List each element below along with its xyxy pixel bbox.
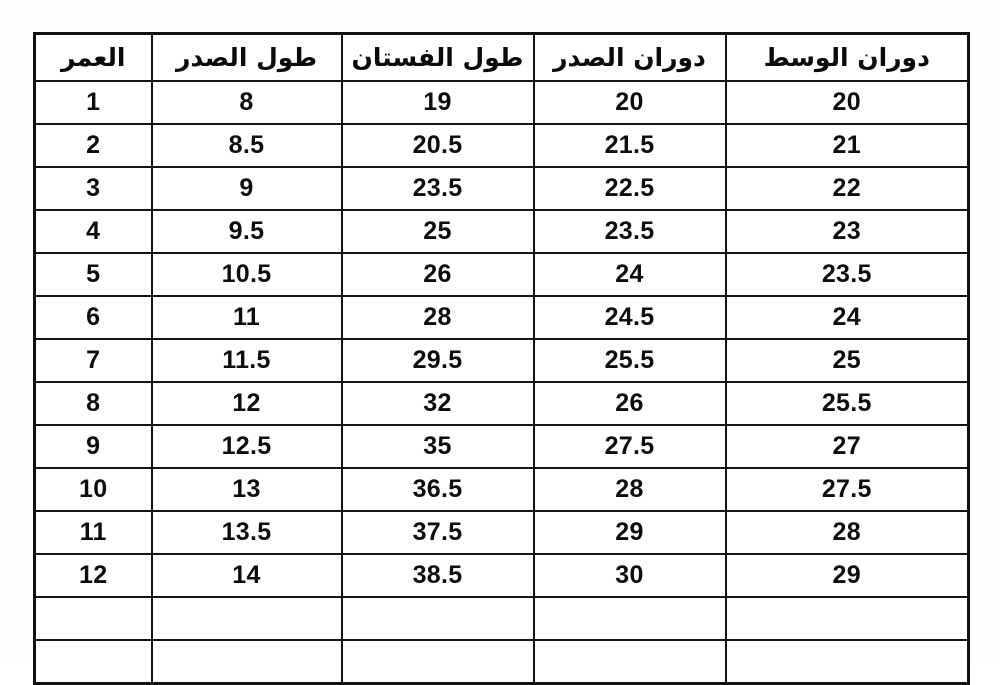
table-row: 23.5 24 26 10.5 5: [33, 252, 970, 297]
cell-waist-circumference: 25: [724, 338, 970, 383]
table-row: 28 29 37.5 13.5 11: [33, 510, 970, 555]
cell-age: 8: [33, 381, 153, 426]
cell-chest-circumference: 21.5: [532, 123, 727, 168]
column-header-chest-circumference: دوران الصدر: [532, 32, 727, 82]
cell-age: 5: [33, 252, 153, 297]
cell-dress-length: 36.5: [340, 467, 535, 512]
cell-chest-length: 11.5: [150, 338, 343, 383]
table-row: 20 20 19 8 1: [33, 80, 970, 125]
table-row-empty: [33, 596, 970, 641]
table-header-row: دوران الوسط دوران الصدر طول الفستان طول …: [33, 32, 970, 82]
cell-age: 11: [33, 510, 153, 555]
cell-chest-circumference: 29: [532, 510, 727, 555]
cell-chest-circumference: 27.5: [532, 424, 727, 469]
table-row: 27 27.5 35 12.5 9: [33, 424, 970, 469]
cell-chest-circumference: 28: [532, 467, 727, 512]
table-body: 20 20 19 8 1 21 21.5 20.5 8.5 2 22 22.5 …: [33, 80, 970, 685]
cell-age-empty: [33, 596, 153, 641]
cell-chest-length: 8.5: [150, 123, 343, 168]
cell-waist-circumference: 22: [724, 166, 970, 211]
table-row: 21 21.5 20.5 8.5 2: [33, 123, 970, 168]
cell-dress-length-empty: [340, 596, 535, 641]
cell-dress-length: 26: [340, 252, 535, 297]
cell-dress-length: 19: [340, 80, 535, 125]
cell-dress-length: 20.5: [340, 123, 535, 168]
column-header-waist-circumference: دوران الوسط: [724, 32, 970, 82]
cell-chest-circumference-empty: [532, 596, 727, 641]
cell-waist-circumference: 23.5: [724, 252, 970, 297]
cell-dress-length: 38.5: [340, 553, 535, 598]
cell-waist-circumference: 29: [724, 553, 970, 598]
table-row: 24 24.5 28 11 6: [33, 295, 970, 340]
cell-waist-circumference: 23: [724, 209, 970, 254]
cell-age: 1: [33, 80, 153, 125]
size-chart-table: دوران الوسط دوران الصدر طول الفستان طول …: [33, 32, 970, 685]
table-row: 25.5 26 32 12 8: [33, 381, 970, 426]
cell-dress-length: 25: [340, 209, 535, 254]
cell-waist-circumference: 27.5: [724, 467, 970, 512]
cell-chest-circumference: 24.5: [532, 295, 727, 340]
cell-age: 7: [33, 338, 153, 383]
column-header-age: العمر: [33, 32, 153, 82]
cell-chest-circumference: 23.5: [532, 209, 727, 254]
cell-age: 6: [33, 295, 153, 340]
cell-chest-circumference: 30: [532, 553, 727, 598]
cell-chest-length: 12: [150, 381, 343, 426]
cell-waist-circumference: 24: [724, 295, 970, 340]
cell-dress-length: 29.5: [340, 338, 535, 383]
table-row: 23 23.5 25 9.5 4: [33, 209, 970, 254]
cell-waist-circumference: 21: [724, 123, 970, 168]
cell-dress-length: 23.5: [340, 166, 535, 211]
cell-waist-circumference-empty: [724, 639, 970, 685]
cell-age: 9: [33, 424, 153, 469]
cell-waist-circumference: 27: [724, 424, 970, 469]
cell-dress-length: 35: [340, 424, 535, 469]
cell-dress-length: 37.5: [340, 510, 535, 555]
cell-chest-length: 12.5: [150, 424, 343, 469]
table-row: 29 30 38.5 14 12: [33, 553, 970, 598]
cell-waist-circumference-empty: [724, 596, 970, 641]
table-row: 27.5 28 36.5 13 10: [33, 467, 970, 512]
column-header-dress-length: طول الفستان: [340, 32, 535, 82]
cell-age: 10: [33, 467, 153, 512]
cell-chest-circumference: 20: [532, 80, 727, 125]
cell-chest-length: 9: [150, 166, 343, 211]
cell-chest-length: 14: [150, 553, 343, 598]
cell-age: 12: [33, 553, 153, 598]
cell-chest-length: 8: [150, 80, 343, 125]
table-header: دوران الوسط دوران الصدر طول الفستان طول …: [33, 32, 970, 82]
cell-chest-length: 10.5: [150, 252, 343, 297]
cell-chest-length-empty: [150, 596, 343, 641]
cell-chest-circumference: 26: [532, 381, 727, 426]
cell-chest-length-empty: [150, 639, 343, 685]
cell-waist-circumference: 20: [724, 80, 970, 125]
cell-waist-circumference: 28: [724, 510, 970, 555]
cell-chest-circumference: 25.5: [532, 338, 727, 383]
cell-chest-length: 13.5: [150, 510, 343, 555]
cell-dress-length: 28: [340, 295, 535, 340]
cell-age: 4: [33, 209, 153, 254]
table-row: 25 25.5 29.5 11.5 7: [33, 338, 970, 383]
column-header-chest-length: طول الصدر: [150, 32, 343, 82]
table-row: 22 22.5 23.5 9 3: [33, 166, 970, 211]
cell-chest-length: 11: [150, 295, 343, 340]
cell-chest-circumference: 24: [532, 252, 727, 297]
cell-dress-length-empty: [340, 639, 535, 685]
cell-age: 2: [33, 123, 153, 168]
cell-chest-circumference-empty: [532, 639, 727, 685]
cell-age: 3: [33, 166, 153, 211]
cell-chest-circumference: 22.5: [532, 166, 727, 211]
cell-age-empty: [33, 639, 153, 685]
cell-dress-length: 32: [340, 381, 535, 426]
cell-chest-length: 9.5: [150, 209, 343, 254]
table-row-empty: [33, 639, 970, 685]
document-canvas: دوران الوسط دوران الصدر طول الفستان طول …: [33, 32, 970, 685]
cell-chest-length: 13: [150, 467, 343, 512]
cell-waist-circumference: 25.5: [724, 381, 970, 426]
